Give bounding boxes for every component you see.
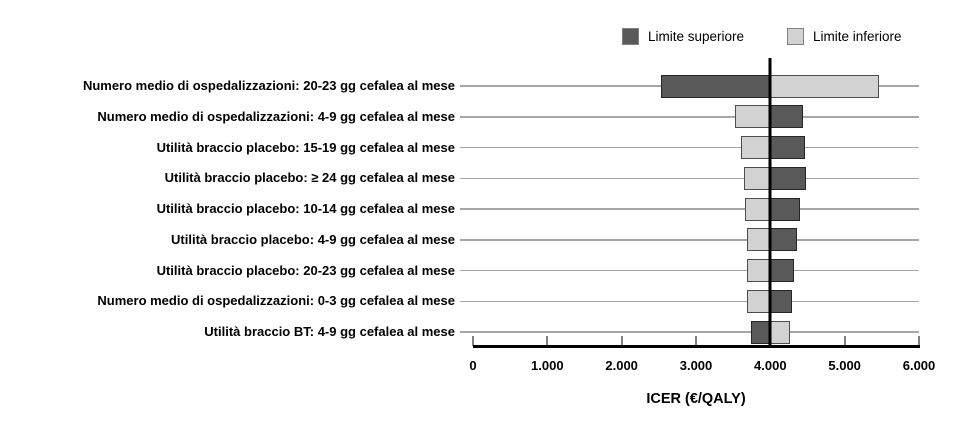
x-axis-title: ICER (€/QALY) [646,391,746,407]
category-label: Utilità braccio placebo: 15-19 gg cefale… [156,139,455,155]
x-tick [918,336,920,346]
category-label: Numero medio di ospedalizzazioni: 0-3 gg… [97,293,455,309]
x-tick [546,336,549,346]
category-labels: Numero medio di ospedalizzazioni: 20-23 … [0,58,456,348]
bar-limite-inferiore [770,320,791,344]
x-tick [472,336,474,346]
row-line [460,208,919,210]
bar-limite-superiore [770,228,798,252]
bar-limite-inferiore [770,74,879,98]
x-tick [843,336,846,346]
bar-limite-inferiore [747,289,771,313]
x-tick-label: 5.000 [828,358,861,373]
bar-limite-superiore [661,74,771,98]
row-line [460,239,919,241]
x-tick-label: 2.000 [605,358,638,373]
x-tick-label: 1.000 [531,358,564,373]
legend-item-limite-superiore: Limite superiore [622,26,744,46]
plot-area [460,58,920,348]
x-tick-label: 3.000 [679,358,713,373]
legend-label-inferiore: Limite inferiore [813,28,902,44]
bar-limite-inferiore [735,105,771,129]
row-line [460,177,919,179]
category-label: Utilità braccio BT: 4-9 gg cefalea al me… [204,324,455,339]
base-case-line [768,58,772,348]
row-line [460,116,919,118]
bar-limite-superiore [770,166,806,190]
x-tick-label: 6.000 [902,358,936,373]
bar-limite-superiore [770,289,792,313]
category-label: Utilità braccio placebo: ≥ 24 gg cefalea… [164,170,455,186]
bar-limite-superiore [751,320,771,344]
legend-label-superiore: Limite superiore [648,28,745,44]
category-label: Numero medio di ospedalizzazioni: 4-9 gg… [97,108,455,124]
x-tick [695,336,697,346]
bar-limite-superiore [770,105,804,129]
x-tick-label: 4.000 [754,358,787,373]
category-label: Utilità braccio placebo: 20-23 gg cefale… [156,262,455,278]
row-line [460,300,919,302]
legend-item-limite-inferiore: Limite inferiore [787,26,902,46]
legend-swatch-superiore-icon [622,27,639,45]
bar-limite-inferiore [745,197,771,221]
bar-limite-superiore [770,136,805,159]
bar-limite-superiore [770,197,801,221]
x-axis-line [473,345,920,348]
row-line [460,269,919,272]
category-label: Utilità braccio placebo: 4-9 gg cefalea … [171,231,455,247]
bar-limite-inferiore [740,136,771,159]
legend-swatch-inferiore-icon [787,27,804,45]
bar-limite-superiore [770,259,795,282]
x-tick [620,336,623,346]
row-line [460,146,919,149]
bar-limite-inferiore [746,259,771,282]
bar-limite-inferiore [746,228,771,252]
x-tick-labels: 0 1.000 2.000 3.000 4.000 5.000 6.000 [469,358,935,376]
x-tick-label: 0 [469,358,477,373]
category-label: Utilità braccio placebo: 10-14 gg cefale… [156,201,455,216]
bar-limite-inferiore [744,166,771,190]
row-line [460,331,919,333]
category-label: Numero medio di ospedalizzazioni: 20-23 … [82,78,455,93]
